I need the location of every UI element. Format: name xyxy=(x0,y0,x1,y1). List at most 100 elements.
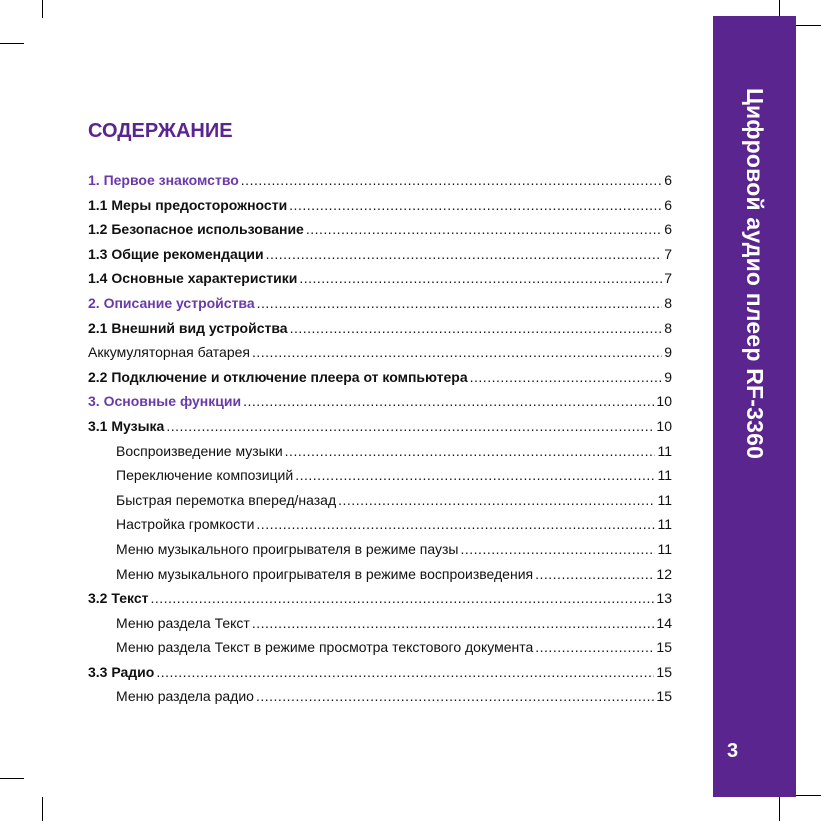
toc-entry-page: 6 xyxy=(664,221,672,238)
toc-leader-dots xyxy=(470,369,663,385)
toc-entry-title: 1.1 Меры предосторожности xyxy=(88,196,288,213)
toc-entry[interactable]: Воспроизведение музыки 11 xyxy=(88,443,672,468)
toc-entry-page: 11 xyxy=(657,442,672,459)
toc-entry[interactable]: Меню музыкального проигрывателя в режиме… xyxy=(88,541,672,566)
toc-entry[interactable]: 1.3 Общие рекомендации 7 xyxy=(88,246,672,271)
toc-entry-page: 15 xyxy=(656,639,672,656)
toc-entry-page: 9 xyxy=(664,344,672,361)
toc-entry-title: Меню раздела радио xyxy=(116,688,254,705)
toc-leader-dots xyxy=(290,320,663,336)
toc-leader-dots xyxy=(166,418,654,434)
toc-entry-title: Меню раздела Текст в режиме просмотра те… xyxy=(116,639,534,656)
toc-entry-page: 7 xyxy=(664,245,672,262)
toc-entry[interactable]: Переключение композиций 11 xyxy=(88,467,672,492)
crop-mark xyxy=(779,0,780,16)
toc-entry-page: 6 xyxy=(664,172,672,188)
toc-leader-dots xyxy=(306,221,662,237)
toc-entry-page: 9 xyxy=(664,368,672,385)
toc-entry[interactable]: 3.3 Радио 15 xyxy=(88,664,672,689)
toc-leader-dots xyxy=(156,664,654,680)
crop-mark xyxy=(42,0,43,18)
toc-entry-page: 13 xyxy=(656,590,672,607)
toc-entry-page: 10 xyxy=(656,393,672,410)
crop-mark xyxy=(792,795,821,796)
crop-mark xyxy=(0,778,24,779)
toc-entry[interactable]: Быстрая перемотка вперед/назад 11 xyxy=(88,492,672,517)
toc-entry-page: 11 xyxy=(657,540,672,557)
toc-leader-dots xyxy=(299,270,662,286)
toc-leader-dots xyxy=(535,566,654,582)
toc-entry[interactable]: 1. Первое знакомство 6 xyxy=(88,172,672,197)
toc-entry[interactable]: 2.2 Подключение и отключение плеера от к… xyxy=(88,369,672,394)
toc-entry-title: 2. Описание устройства xyxy=(88,294,255,311)
toc-entry[interactable]: Меню раздела радио 15 xyxy=(88,688,672,713)
toc-entry-title: 1. Первое знакомство xyxy=(88,172,239,188)
toc-entry-page: 8 xyxy=(664,294,672,311)
toc-entry[interactable]: 1.4 Основные характеристики 7 xyxy=(88,270,672,295)
page-title: СОДЕРЖАНИЕ xyxy=(88,120,233,142)
toc-entry-title: Аккумуляторная батарея xyxy=(88,344,250,361)
toc-entry-title: 3. Основные функции xyxy=(88,393,242,410)
toc-entry-title: 3.1 Музыка xyxy=(88,417,165,434)
toc-entry-page: 11 xyxy=(657,516,672,533)
toc-leader-dots xyxy=(285,443,656,459)
toc-leader-dots xyxy=(150,590,654,606)
toc-leader-dots xyxy=(266,246,663,262)
toc-entry-title: Меню музыкального проигрывателя в режиме… xyxy=(116,540,459,557)
toc-entry-page: 8 xyxy=(664,319,672,336)
crop-mark xyxy=(42,797,43,821)
toc-entry-title: Меню музыкального проигрывателя в режиме… xyxy=(116,565,534,582)
toc-entry[interactable]: Аккумуляторная батарея 9 xyxy=(88,344,672,369)
toc-entry-page: 15 xyxy=(656,663,672,680)
toc-leader-dots xyxy=(461,541,656,557)
toc-entry[interactable]: 3.2 Текст 13 xyxy=(88,590,672,615)
toc-entry-title: Настройка громкости xyxy=(116,516,255,533)
toc-entry-title: 1.4 Основные характеристики xyxy=(88,270,298,287)
toc-entry[interactable]: Меню музыкального проигрывателя в режиме… xyxy=(88,566,672,591)
toc-entry-page: 14 xyxy=(656,614,672,631)
toc-entry-title: Переключение композиций xyxy=(116,467,294,484)
toc-entry[interactable]: 1.2 Безопасное использование 6 xyxy=(88,221,672,246)
toc-entry-title: 1.2 Безопасное использование xyxy=(88,221,304,238)
toc-entry-title: 1.3 Общие рекомендации xyxy=(88,245,264,262)
toc-entry-title: 2.1 Внешний вид устройства xyxy=(88,319,288,336)
toc-leader-dots xyxy=(256,516,655,532)
toc-entry-page: 12 xyxy=(656,565,672,582)
toc-entry-page: 11 xyxy=(657,491,672,508)
toc-entry-page: 11 xyxy=(657,467,672,484)
toc-entry-title: Меню раздела Текст xyxy=(116,614,250,631)
toc-leader-dots xyxy=(535,639,654,655)
toc-entry[interactable]: Настройка громкости 11 xyxy=(88,516,672,541)
toc-leader-dots xyxy=(289,197,662,213)
toc-entry[interactable]: 3.1 Музыка 10 xyxy=(88,418,672,443)
toc-leader-dots xyxy=(295,467,655,483)
toc-entry[interactable]: 2. Описание устройства 8 xyxy=(88,295,672,320)
toc-entry-title: Воспроизведение музыки xyxy=(116,442,283,459)
toc-leader-dots xyxy=(252,344,662,360)
toc-entry-page: 10 xyxy=(656,417,672,434)
page-number: 3 xyxy=(727,740,739,762)
toc-entry[interactable]: 3. Основные функции 10 xyxy=(88,393,672,418)
sidebar-band xyxy=(713,16,796,797)
toc-entry[interactable]: Меню раздела Текст 14 xyxy=(88,615,672,640)
toc-entry[interactable]: 1.1 Меры предосторожности 6 xyxy=(88,197,672,222)
toc-leader-dots xyxy=(338,492,655,508)
toc-leader-dots xyxy=(256,688,654,704)
toc-entry-title: 3.3 Радио xyxy=(88,663,155,680)
toc-entry-title: 2.2 Подключение и отключение плеера от к… xyxy=(88,368,468,385)
toc-entry-page: 6 xyxy=(664,196,672,213)
toc-entry-title: Быстрая перемотка вперед/назад xyxy=(116,491,337,508)
toc-leader-dots xyxy=(257,295,663,311)
toc-entry[interactable]: 2.1 Внешний вид устройства 8 xyxy=(88,320,672,345)
crop-mark xyxy=(792,25,821,26)
toc-leader-dots xyxy=(243,393,654,409)
toc-entry-title: 3.2 Текст xyxy=(88,590,149,607)
crop-mark xyxy=(0,43,24,44)
crop-mark xyxy=(779,797,780,821)
table-of-contents: 1. Первое знакомство61.1 Меры предосторо… xyxy=(88,172,672,713)
toc-entry-page: 7 xyxy=(664,270,672,287)
sidebar-title: Цифровой аудио плеер RF-3360 xyxy=(742,88,768,460)
toc-leader-dots xyxy=(241,172,662,188)
toc-entry-page: 15 xyxy=(656,688,672,705)
toc-entry[interactable]: Меню раздела Текст в режиме просмотра те… xyxy=(88,639,672,664)
